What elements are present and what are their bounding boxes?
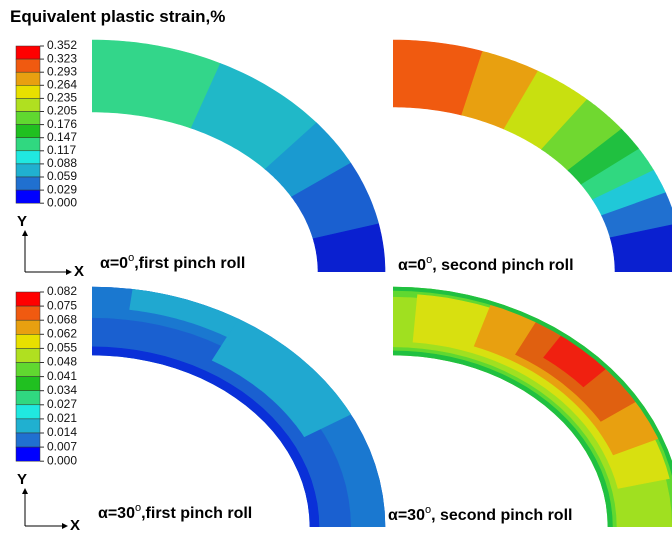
panel-label: α=0o, second pinch roll — [398, 254, 574, 274]
axis-y-label: Y — [17, 213, 27, 230]
legend-swatch — [15, 85, 41, 99]
axis-x-label: X — [74, 263, 84, 280]
legend-label: 0.147 — [47, 130, 77, 144]
legend-swatch — [15, 189, 41, 204]
legend-label: 0.352 — [47, 38, 77, 52]
legend-swatch — [15, 98, 41, 112]
panel-label-prefix: α=30 — [388, 507, 425, 524]
panel-label-degree: o — [128, 252, 134, 264]
legend-label: 0.014 — [47, 425, 77, 439]
figure-title: Equivalent plastic strain,% — [10, 7, 225, 26]
panel-label-text: ,first pinch roll — [134, 255, 245, 272]
legend-label: 0.323 — [47, 51, 77, 65]
legend-swatch — [15, 45, 41, 60]
legend-swatch — [15, 446, 41, 462]
legend-label: 0.176 — [47, 117, 77, 131]
legend-label: 0.007 — [47, 439, 77, 453]
legend-label: 0.293 — [47, 64, 77, 78]
legend-label: 0.029 — [47, 182, 77, 196]
legend-label: 0.264 — [47, 77, 77, 91]
contour-region — [393, 350, 613, 527]
legend-swatch — [15, 362, 41, 377]
legend-label: 0.068 — [47, 312, 77, 326]
panel-label-degree: o — [425, 504, 431, 516]
axis-arrow — [62, 523, 68, 529]
legend-swatch — [15, 376, 41, 391]
legend-swatch — [15, 319, 41, 335]
axis-x-label: X — [70, 517, 80, 534]
panel-label: α=30o,first pinch roll — [98, 502, 252, 522]
legend-label: 0.000 — [47, 453, 77, 467]
legend-label: 0.235 — [47, 91, 77, 105]
panel-label-degree: o — [135, 502, 141, 514]
contour-plot — [92, 286, 386, 527]
panel-label-text: , second pinch roll — [432, 257, 573, 274]
legend-label: 0.082 — [47, 284, 77, 298]
legend-label: 0.041 — [47, 369, 77, 383]
panel-label-prefix: α=30 — [98, 505, 135, 522]
legend-label: 0.000 — [47, 195, 77, 209]
legend-label: 0.088 — [47, 156, 77, 170]
legend-label: 0.027 — [47, 397, 77, 411]
legend-swatch — [15, 305, 41, 321]
contour-region — [609, 224, 672, 272]
legend-swatch — [15, 137, 41, 152]
contour-plot — [92, 39, 386, 272]
legend-label: 0.034 — [47, 383, 77, 397]
panel-label-degree: o — [426, 254, 432, 266]
contour-plot — [393, 39, 672, 272]
contour-region — [129, 288, 239, 338]
legend-swatch — [15, 291, 41, 307]
legend-swatch — [15, 150, 41, 165]
legend-swatch — [15, 404, 41, 420]
axis-arrow — [22, 488, 28, 494]
axis-arrow — [22, 230, 28, 236]
contour-region — [211, 318, 352, 438]
legend-label: 0.059 — [47, 169, 77, 183]
axis-arrow — [66, 269, 72, 275]
axis-y-label: Y — [17, 471, 27, 488]
legend-label: 0.075 — [47, 298, 77, 312]
panel-label: α=30o, second pinch roll — [388, 504, 572, 524]
legend-label: 0.048 — [47, 355, 77, 369]
legend-swatch — [15, 334, 41, 349]
panel-label-prefix: α=0 — [398, 257, 426, 274]
panel-label-prefix: α=0 — [100, 255, 128, 272]
legend-swatch — [15, 390, 41, 406]
legend-label: 0.117 — [47, 143, 76, 157]
contour-plot — [393, 286, 672, 527]
legend-label: 0.055 — [47, 341, 77, 355]
contour-region — [393, 286, 672, 476]
legend-swatch — [15, 124, 41, 138]
legend-swatch — [15, 71, 41, 86]
legend-swatch — [15, 111, 41, 125]
legend-swatch — [15, 163, 41, 178]
legend-label: 0.021 — [47, 411, 77, 425]
panel-label-text: , second pinch roll — [431, 507, 572, 524]
contour-region — [312, 223, 386, 272]
contour-region — [92, 346, 320, 527]
panel-label: α=0o,first pinch roll — [100, 252, 245, 272]
legend-swatch — [15, 432, 41, 448]
legend-swatch — [15, 58, 41, 73]
legend-swatch — [15, 418, 41, 434]
legend-label: 0.205 — [47, 104, 77, 118]
legend-label: 0.062 — [47, 326, 77, 340]
legend-swatch — [15, 176, 41, 191]
panel-label-text: ,first pinch roll — [141, 505, 252, 522]
legend-swatch — [15, 348, 41, 363]
